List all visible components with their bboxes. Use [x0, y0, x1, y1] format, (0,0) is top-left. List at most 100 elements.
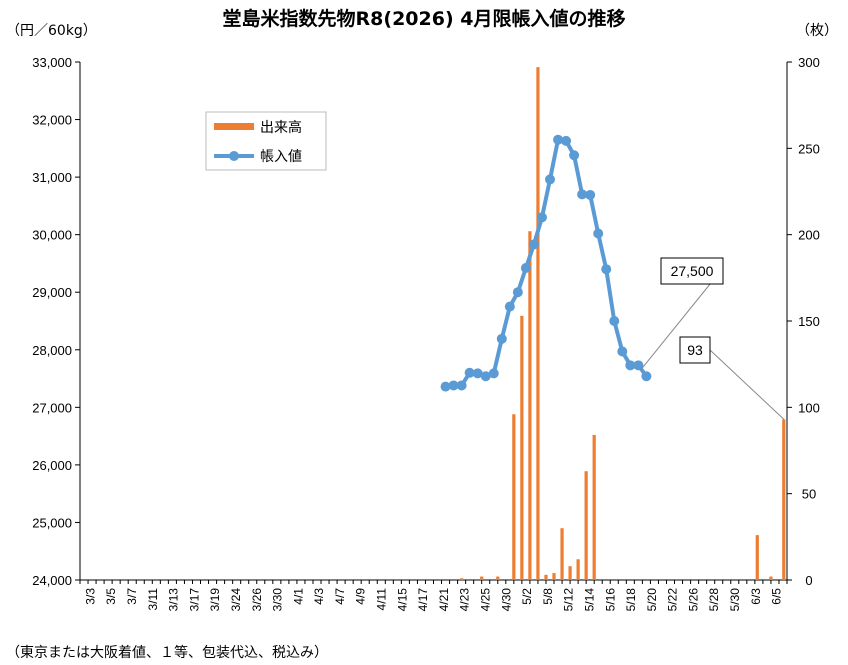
- y-right-tick-label: 300: [798, 55, 820, 70]
- callout-leader-line: [709, 349, 785, 420]
- settlement-point: [577, 189, 588, 200]
- volume-bar: [536, 67, 540, 581]
- x-tick-label: 5/20: [645, 588, 659, 612]
- x-tick-label: 3/7: [125, 588, 139, 605]
- x-tick-label: 3/26: [250, 588, 264, 612]
- volume-bar: [496, 576, 500, 580]
- settlement-point: [569, 150, 580, 161]
- legend-swatch-bar: [214, 123, 254, 130]
- y-left-unit-label: （円／60kg）: [6, 23, 97, 39]
- callout-box: [660, 257, 724, 285]
- settlement-point: [544, 174, 555, 185]
- volume-bar: [584, 471, 588, 580]
- settlement-point: [585, 189, 596, 200]
- settlement-point: [528, 239, 539, 250]
- x-tick-label: 3/17: [187, 588, 201, 612]
- x-tick-label: 5/22: [666, 588, 680, 612]
- volume-bar: [552, 573, 556, 580]
- x-tick-label: 5/26: [686, 588, 700, 612]
- x-tick-label: 4/17: [416, 588, 430, 612]
- volume-bar: [592, 434, 596, 580]
- x-tick-label: 5/2: [520, 588, 534, 605]
- settlement-point: [456, 380, 467, 391]
- volume-bar: [568, 566, 572, 580]
- volume-bar: [460, 578, 464, 580]
- settlement-point: [480, 371, 491, 382]
- volume-bars: [460, 67, 786, 581]
- settlement-point: [488, 368, 499, 379]
- x-tick-label: 3/13: [167, 588, 181, 612]
- settlement-point: [641, 371, 652, 382]
- settlement-line: [440, 134, 652, 392]
- x-tick-label: 3/30: [271, 588, 285, 612]
- x-tick-label: 4/15: [395, 588, 409, 612]
- y-left-tick-label: 25,000: [32, 515, 72, 530]
- legend-label-settlement: 帳入値: [260, 149, 302, 165]
- x-tick-label: 4/7: [333, 588, 347, 605]
- x-tick-label: 4/21: [437, 588, 451, 612]
- settlement-point: [440, 381, 451, 392]
- settlement-point: [593, 228, 604, 239]
- x-tick-label: 5/8: [541, 588, 555, 605]
- x-tick-label: 5/18: [624, 588, 638, 612]
- x-tick-label: 6/5: [770, 588, 784, 605]
- settlement-point: [561, 135, 572, 146]
- y-left-tick-label: 32,000: [32, 113, 72, 128]
- callout-label: 27,500: [671, 263, 714, 279]
- y-left-tick-label: 33,000: [32, 55, 72, 70]
- settlement-point: [512, 287, 523, 298]
- x-tick-label: 3/24: [229, 588, 243, 612]
- settlement-point: [601, 264, 612, 275]
- axes: 24,000 25,000 26,000 27,000 28,000 29,000 30,0…: [32, 55, 820, 611]
- x-tick-label: 4/11: [375, 588, 389, 611]
- volume-bar: [576, 559, 580, 580]
- x-tick-label: 5/16: [603, 588, 617, 612]
- settlement-point: [553, 134, 564, 145]
- y-left-tick-label: 24,000: [32, 573, 72, 588]
- settlement-point: [609, 316, 620, 326]
- volume-bar: [512, 414, 516, 580]
- settlement-point: [472, 368, 483, 379]
- volume-bar: [544, 574, 548, 580]
- volume-bar: [528, 231, 532, 581]
- settlement-point: [625, 360, 636, 371]
- y-left-tick-label: 27,000: [32, 400, 72, 415]
- x-tick-label: 5/14: [582, 588, 596, 612]
- callout-label: 93: [687, 342, 703, 358]
- x-tick-label: 4/23: [458, 588, 472, 612]
- y-right-tick-label: 150: [798, 314, 820, 329]
- footnote: （東京または大阪着値、１等、包装代込、税込み）: [6, 645, 328, 661]
- settlement-point: [496, 333, 507, 344]
- y-left-tick-label: 31,000: [32, 170, 72, 185]
- volume-bar: [755, 535, 759, 580]
- x-tick-label: 6/3: [749, 588, 763, 605]
- volume-bar: [520, 315, 524, 580]
- y-right-tick-label: 250: [798, 141, 820, 156]
- settlement-point: [448, 380, 459, 391]
- y-right-unit-label: （枚）: [796, 23, 838, 39]
- volume-bar: [782, 419, 786, 580]
- x-tick-label: 3/3: [83, 588, 97, 605]
- settlement-point: [536, 212, 547, 223]
- x-tick-label: 4/9: [354, 588, 368, 605]
- x-tick-label: 3/11: [146, 588, 160, 611]
- y-left-tick-label: 30,000: [32, 228, 72, 243]
- volume-bar: [769, 576, 773, 580]
- y-left-tick-label: 29,000: [32, 285, 72, 300]
- settlement-point: [504, 301, 515, 312]
- settlement-point: [464, 367, 475, 378]
- callout-box: [679, 336, 711, 364]
- settlement-point: [520, 263, 531, 274]
- x-tick-label: 4/30: [499, 588, 513, 612]
- y-right-tick-label: 0: [805, 573, 812, 588]
- legend-label-volume: 出来高: [260, 119, 302, 136]
- y-left-tick-label: 26,000: [32, 458, 72, 473]
- settlement-point: [617, 346, 628, 357]
- y-right-tick-label: 200: [798, 228, 820, 243]
- legend-box: [205, 111, 327, 171]
- chart-title: 堂島米指数先物R8(2026) 4月限帳入値の推移: [222, 8, 626, 30]
- x-tick-label: 5/12: [562, 588, 576, 612]
- x-tick-label: 4/25: [478, 588, 492, 612]
- callouts: 27,500 93: [640, 257, 785, 420]
